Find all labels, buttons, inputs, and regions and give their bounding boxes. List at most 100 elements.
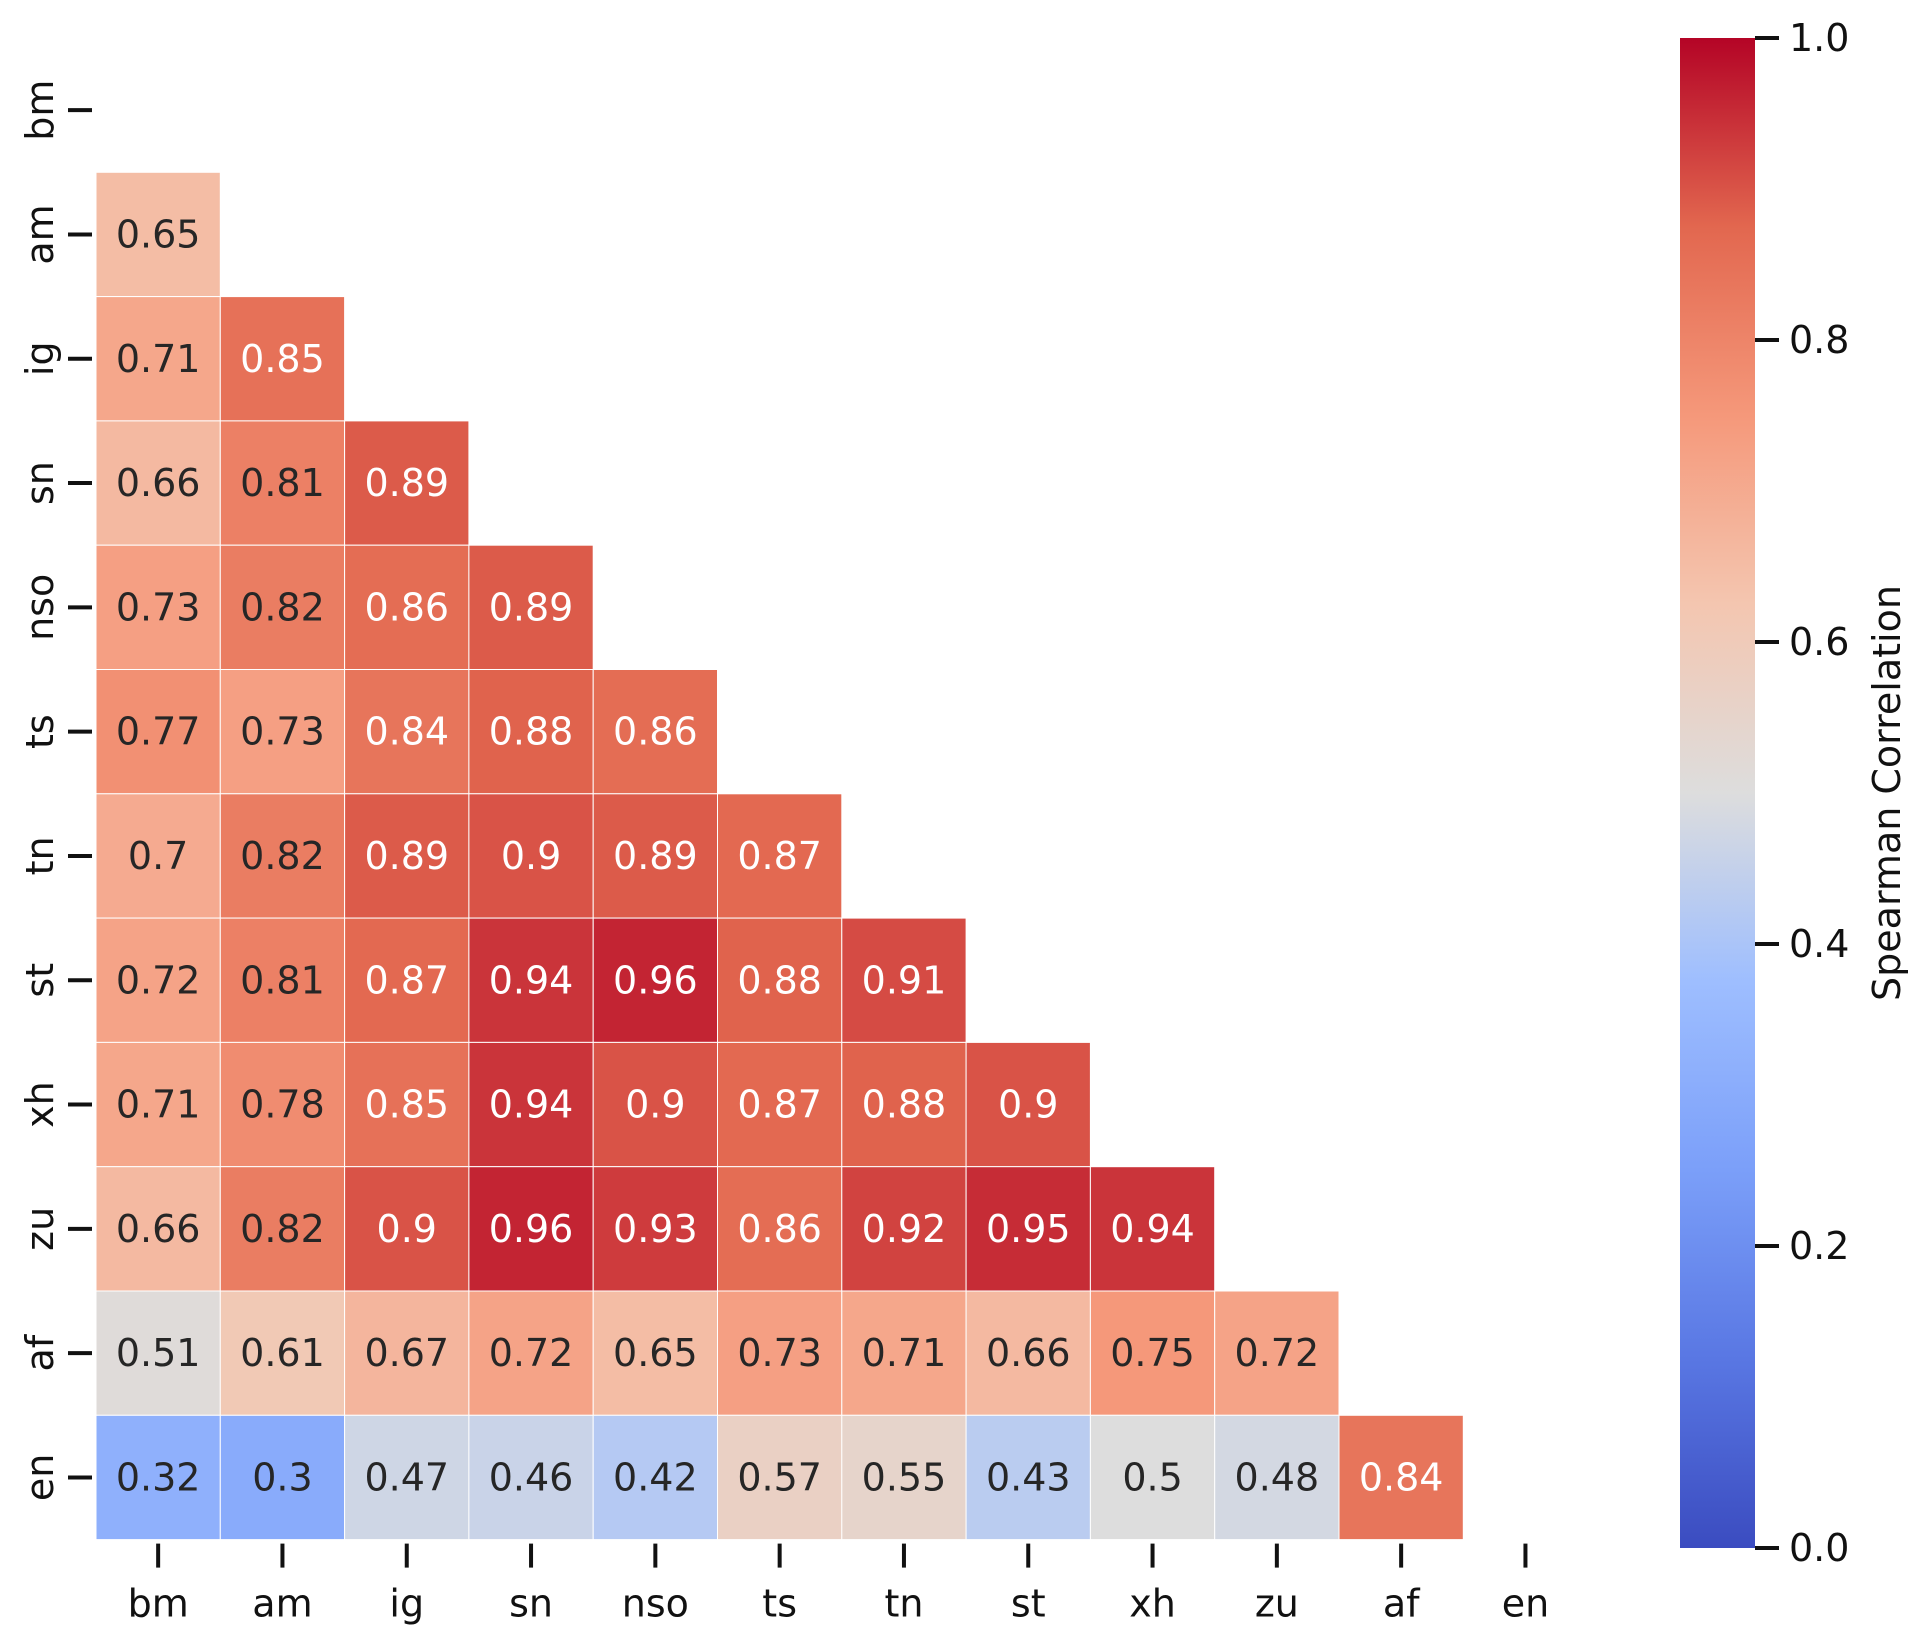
- cell-value-label: 0.71: [116, 337, 201, 381]
- cell-value-label: 0.75: [1110, 1331, 1195, 1375]
- cell-value-label: 0.66: [116, 461, 201, 505]
- heatmap-cell: [965, 1290, 1091, 1416]
- heatmap-cell: [841, 1166, 967, 1292]
- cell-value-label: 0.89: [489, 585, 574, 629]
- colorbar-tick-label: 0.4: [1789, 922, 1849, 966]
- y-tick-label: en: [18, 1454, 62, 1501]
- heatmap-cell: [95, 171, 221, 298]
- cell-value-label: 0.46: [489, 1455, 574, 1499]
- y-tick-label: am: [18, 204, 62, 264]
- y-tick-label: af: [18, 1333, 62, 1371]
- x-tick-label: bm: [128, 1582, 189, 1625]
- cell-value-label: 0.7: [128, 834, 188, 878]
- colorbar-tick-label: 0.0: [1789, 1526, 1849, 1570]
- x-axis: bm am ig sn nso ts tn st xh zu af en: [128, 1543, 1549, 1625]
- cell-value-label: 0.86: [364, 585, 449, 629]
- cell-value-label: 0.94: [1110, 1207, 1195, 1251]
- cell-value-label: 0.57: [737, 1455, 822, 1499]
- heatmap-cell: [965, 1414, 1091, 1541]
- y-tick-label: st: [18, 963, 62, 998]
- cell-value-label: 0.32: [116, 1455, 201, 1499]
- heatmap-cell: [344, 1041, 470, 1168]
- heatmap-cell: [219, 420, 346, 546]
- heatmap-cell: [841, 1041, 967, 1168]
- heatmap-cell: [965, 1041, 1091, 1168]
- heatmap-cell: [468, 793, 594, 919]
- heatmap-cell: [1089, 1166, 1216, 1292]
- x-tick-label: nso: [622, 1582, 689, 1625]
- heatmap-cell: [95, 1041, 221, 1168]
- heatmap-cell: [717, 917, 843, 1043]
- cell-value-label: 0.88: [489, 710, 574, 754]
- cell-value-label: 0.9: [377, 1207, 437, 1251]
- heatmap-cell: [717, 793, 843, 919]
- cell-value-label: 0.96: [613, 958, 698, 1002]
- heatmap-cell: [717, 1166, 843, 1292]
- cell-value-label: 0.55: [862, 1455, 947, 1499]
- cell-value-label: 0.82: [240, 1207, 325, 1251]
- cell-value-label: 0.85: [364, 1083, 449, 1127]
- y-tick-label: ts: [18, 714, 62, 749]
- heatmap-cell: [592, 1290, 719, 1416]
- cell-value-label: 0.81: [240, 958, 325, 1002]
- cell-value-label: 0.84: [1359, 1455, 1444, 1499]
- cell-value-label: 0.3: [252, 1455, 312, 1499]
- heatmap-cell: [1089, 1414, 1216, 1541]
- x-tick-label: xh: [1129, 1582, 1176, 1625]
- cell-value-label: 0.73: [240, 710, 325, 754]
- heatmap-cell: [1338, 1414, 1464, 1541]
- cell-value-label: 0.87: [364, 958, 449, 1002]
- heatmap-cell: [468, 1290, 594, 1416]
- cell-value-label: 0.88: [862, 1083, 947, 1127]
- cell-value-label: 0.73: [116, 585, 201, 629]
- cell-value-label: 0.51: [116, 1331, 201, 1375]
- heatmap-cell: [344, 793, 470, 919]
- cell-value-label: 0.89: [364, 461, 449, 505]
- heatmap-cell: [468, 669, 594, 795]
- x-tick-label: am: [252, 1582, 312, 1625]
- y-tick-label: nso: [18, 574, 62, 641]
- heatmap-cell: [841, 917, 967, 1043]
- heatmap-cell: [344, 1166, 470, 1292]
- heatmap-cell: [717, 1290, 843, 1416]
- cell-value-label: 0.65: [613, 1331, 698, 1375]
- cell-value-label: 0.43: [986, 1455, 1071, 1499]
- heatmap-cell: [95, 1414, 221, 1541]
- cell-value-label: 0.89: [364, 834, 449, 878]
- cell-value-label: 0.91: [862, 958, 947, 1002]
- cell-value-label: 0.72: [489, 1331, 574, 1375]
- y-tick-label: xh: [18, 1081, 62, 1128]
- heatmap-cell: [219, 1290, 346, 1416]
- cell-value-label: 0.47: [364, 1455, 449, 1499]
- heatmap-cell: [219, 1414, 346, 1541]
- colorbar-tick-label: 1.0: [1789, 16, 1849, 60]
- heatmap-cell: [468, 544, 594, 671]
- heatmap-cell: [841, 1414, 967, 1541]
- colorbar-tick-label: 0.6: [1789, 620, 1849, 664]
- cell-value-label: 0.9: [625, 1083, 685, 1127]
- heatmap-cell: [344, 1290, 470, 1416]
- heatmap-cell: [468, 1166, 594, 1292]
- x-tick-label: ig: [389, 1582, 424, 1625]
- cell-value-label: 0.82: [240, 834, 325, 878]
- cell-value-label: 0.72: [116, 958, 201, 1002]
- colorbar-tick-label: 0.8: [1789, 318, 1849, 362]
- cell-value-label: 0.9: [501, 834, 561, 878]
- cell-value-label: 0.67: [364, 1331, 449, 1375]
- heatmap-cell: [219, 296, 346, 422]
- x-tick-label: sn: [509, 1582, 553, 1625]
- y-tick-label: ig: [18, 341, 62, 376]
- heatmap-cell: [592, 793, 719, 919]
- heatmap-cell: [344, 420, 470, 546]
- y-tick-label: sn: [18, 461, 62, 505]
- x-tick-label: ts: [762, 1582, 797, 1625]
- heatmap-cell: [95, 1166, 221, 1292]
- y-tick-label: tn: [18, 836, 62, 875]
- cell-value-label: 0.88: [737, 958, 822, 1002]
- cell-value-label: 0.71: [862, 1331, 947, 1375]
- x-tick-label: tn: [884, 1582, 923, 1625]
- colorbar-tick-label: 0.2: [1789, 1224, 1849, 1268]
- heatmap-cell: [1089, 1290, 1216, 1416]
- cell-value-label: 0.81: [240, 461, 325, 505]
